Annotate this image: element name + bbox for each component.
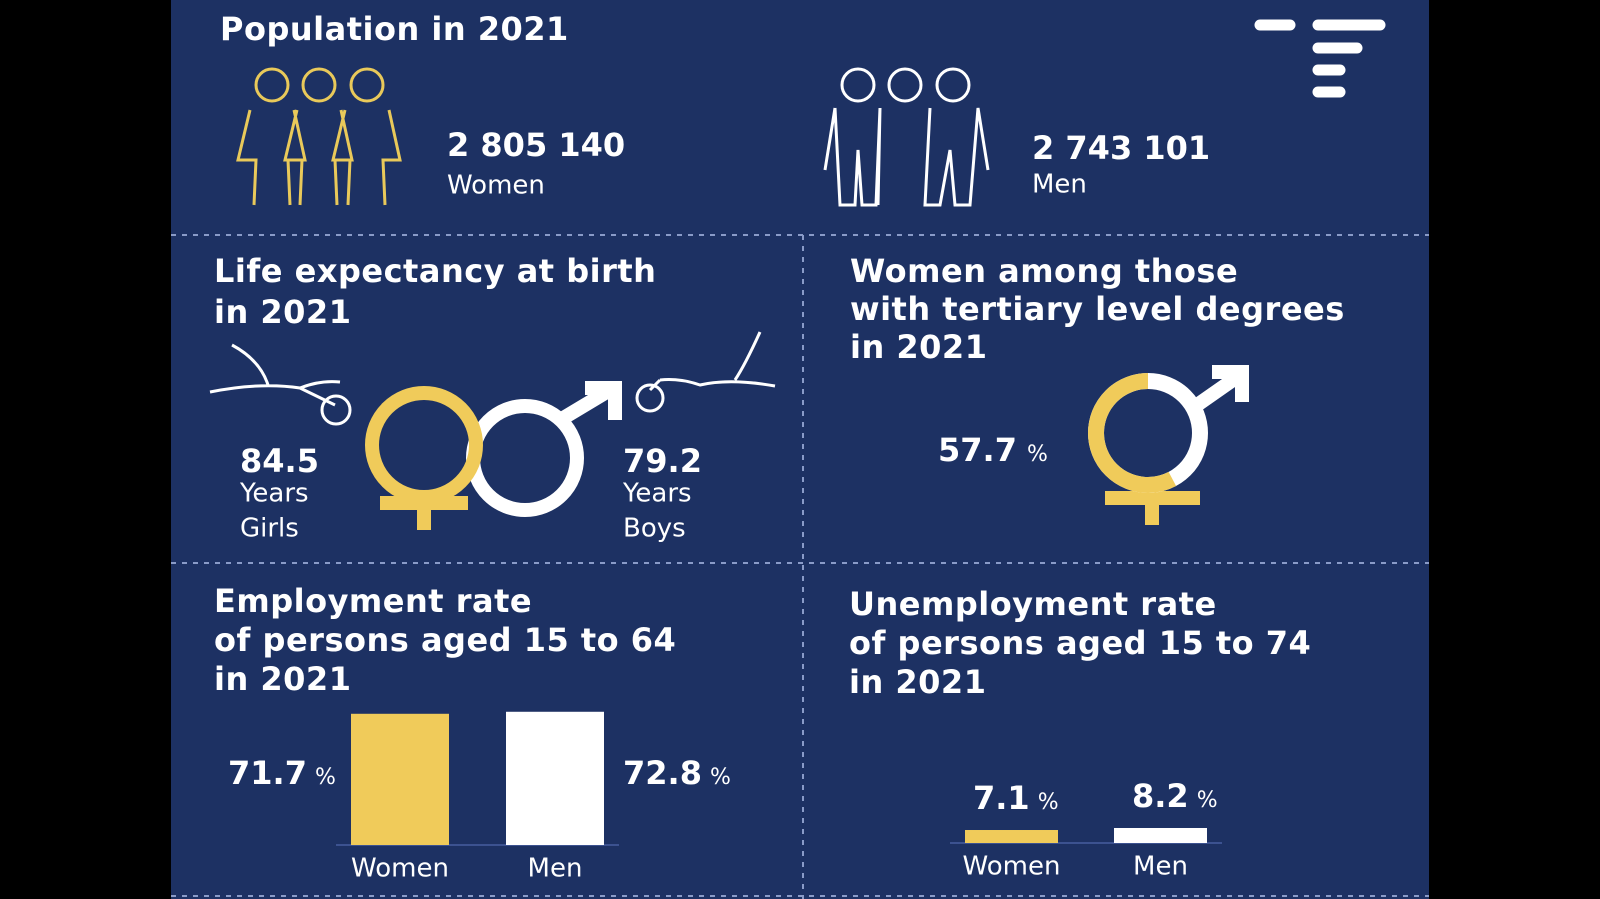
donut-share: [1088, 373, 1208, 493]
girls-label: Girls: [240, 514, 299, 544]
section-title: in 2021: [214, 660, 351, 698]
men-label: Men: [1032, 170, 1087, 200]
section-title: Unemployment rate: [849, 585, 1217, 623]
women-label: Women: [447, 171, 545, 201]
bar: [965, 830, 1058, 843]
bar: [351, 713, 449, 845]
bar: [506, 711, 604, 845]
section-title: of persons aged 15 to 74: [849, 624, 1311, 662]
section-title: Life expectancy at birth: [214, 252, 656, 290]
population-title: Population in 2021: [220, 10, 569, 48]
girls-unit: Years: [239, 479, 309, 509]
value-unit: %: [1038, 790, 1059, 815]
section-title: in 2021: [850, 328, 987, 366]
tertiary-unit: %: [1027, 442, 1048, 467]
value-label: 71.7: [228, 754, 307, 792]
section-title: Women among those: [850, 252, 1238, 290]
storks: [209, 331, 776, 426]
content: Population in 2021 2 805 140 Women 2 743…: [214, 10, 1345, 544]
value-label: 72.8: [623, 754, 702, 792]
value-label: 7.1: [973, 779, 1030, 817]
section-title: Employment rate: [214, 582, 532, 620]
section-title: of persons aged 15 to 64: [214, 621, 676, 659]
boys-label: Boys: [623, 514, 686, 544]
bar-label: Men: [1133, 852, 1188, 882]
men-value: 2 743 101: [1032, 129, 1210, 167]
section-title: in 2021: [214, 293, 351, 331]
menu-icon: [1254, 19, 1386, 98]
value-label: 8.2: [1132, 777, 1189, 815]
dividers: [171, 234, 1429, 899]
value-unit: %: [710, 765, 731, 790]
bar: [1114, 827, 1207, 843]
women-icon: [236, 67, 402, 206]
section-title: with tertiary level degrees: [850, 290, 1345, 328]
value-unit: %: [315, 765, 336, 790]
boys-unit: Years: [622, 479, 692, 509]
bar-label: Women: [351, 854, 449, 884]
bar-label: Women: [963, 852, 1061, 882]
value-unit: %: [1197, 788, 1218, 813]
boys-value: 79.2: [623, 442, 702, 480]
men-icon: [823, 67, 990, 207]
tertiary-value: 57.7: [938, 431, 1017, 469]
bar-label: Men: [528, 854, 583, 884]
section-title: in 2021: [849, 663, 986, 701]
women-value: 2 805 140: [447, 126, 625, 164]
girls-value: 84.5: [240, 442, 319, 480]
